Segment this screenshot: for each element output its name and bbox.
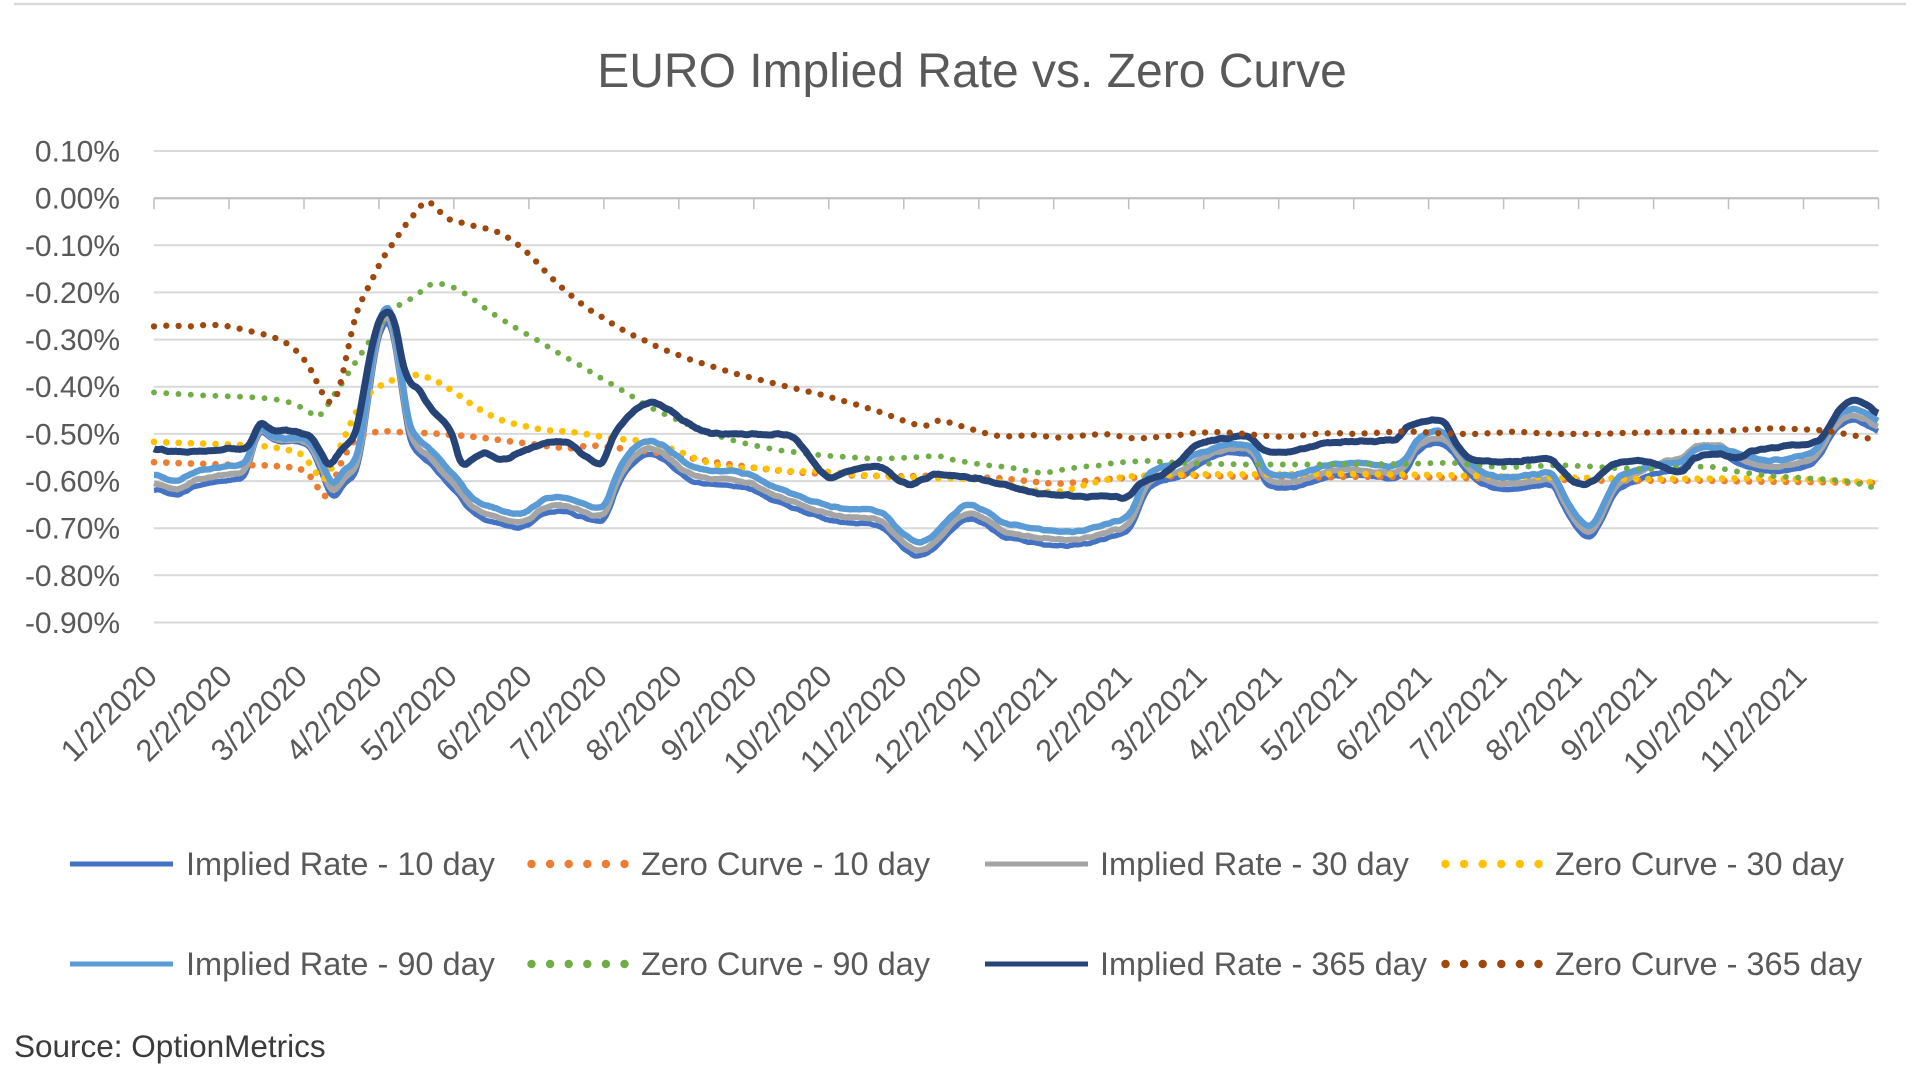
svg-text:EURO Implied Rate vs. Zero Cur: EURO Implied Rate vs. Zero Curve [597,45,1347,98]
svg-text:-0.50%: -0.50% [25,418,120,451]
svg-text:-0.80%: -0.80% [25,560,120,593]
svg-text:-0.90%: -0.90% [25,607,120,640]
svg-text:Source: OptionMetrics: Source: OptionMetrics [14,1028,326,1064]
svg-text:-0.40%: -0.40% [25,371,120,404]
svg-text:Zero Curve - 10 day: Zero Curve - 10 day [641,846,931,882]
svg-text:Implied Rate - 10 day: Implied Rate - 10 day [186,846,496,882]
svg-text:-0.70%: -0.70% [25,513,120,546]
svg-text:-0.30%: -0.30% [25,324,120,357]
svg-text:Implied Rate - 90 day: Implied Rate - 90 day [186,946,496,982]
svg-text:0.00%: 0.00% [35,183,120,216]
svg-text:Implied Rate - 365 day: Implied Rate - 365 day [1100,946,1428,982]
svg-text:-0.10%: -0.10% [25,230,120,263]
svg-text:0.10%: 0.10% [35,136,120,169]
svg-text:Zero Curve - 365 day: Zero Curve - 365 day [1555,946,1863,982]
svg-text:-0.60%: -0.60% [25,466,120,499]
svg-text:-0.20%: -0.20% [25,277,120,310]
svg-text:Zero Curve - 30 day: Zero Curve - 30 day [1555,846,1845,882]
svg-text:Zero Curve - 90 day: Zero Curve - 90 day [641,946,931,982]
svg-text:Implied Rate - 30 day: Implied Rate - 30 day [1100,846,1410,882]
